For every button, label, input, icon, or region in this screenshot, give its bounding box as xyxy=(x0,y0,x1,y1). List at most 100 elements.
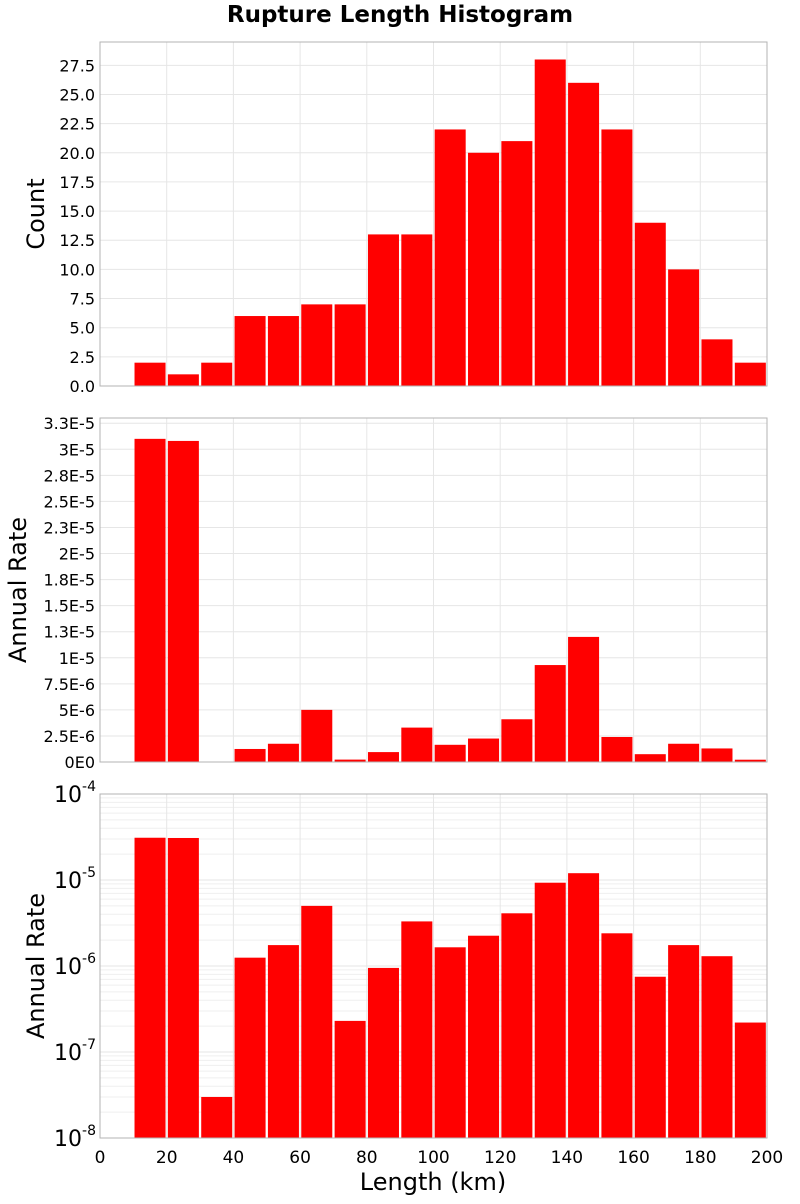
y-tick-label: 10-7 xyxy=(54,1037,96,1066)
y-tick-label: 12.5 xyxy=(59,231,95,250)
x-tick-label: 40 xyxy=(223,1148,245,1168)
histogram-bar xyxy=(435,745,466,762)
y-tick-label: 5.0 xyxy=(70,319,95,338)
histogram-bar xyxy=(368,968,399,1138)
x-tick-label: 80 xyxy=(356,1148,378,1168)
histogram-bar xyxy=(401,921,432,1138)
y-tick-label: 10-5 xyxy=(54,865,96,894)
x-tick-label: 0 xyxy=(95,1148,106,1168)
y-tick-label: 27.5 xyxy=(59,56,95,75)
y-tick-label: 2.5E-6 xyxy=(43,727,95,746)
histogram-bar xyxy=(735,363,766,386)
x-tick-label: 160 xyxy=(617,1148,649,1168)
histogram-bar xyxy=(268,744,299,762)
y-tick-label: 20.0 xyxy=(59,144,95,163)
histogram-bar xyxy=(335,304,366,386)
y-tick-label: 0E0 xyxy=(65,753,95,772)
x-tick-label: 180 xyxy=(684,1148,716,1168)
histogram-bar xyxy=(668,945,699,1138)
y-tick-label: 15.0 xyxy=(59,202,95,221)
histogram-bar xyxy=(368,752,399,762)
histogram-bar xyxy=(535,665,566,762)
y-tick-label: 1.5E-5 xyxy=(43,597,95,616)
y-tick-label: 10-8 xyxy=(54,1123,96,1152)
y-tick-label: 17.5 xyxy=(59,173,95,192)
histogram-bar xyxy=(268,316,299,386)
histogram-bar xyxy=(735,1023,766,1138)
count-panel: 0.02.55.07.510.012.515.017.520.022.525.0… xyxy=(22,42,767,396)
y-tick-label: 10-4 xyxy=(54,779,96,808)
x-tick-label: 200 xyxy=(751,1148,783,1168)
histogram-bar xyxy=(701,339,732,386)
histogram-bar xyxy=(468,153,499,386)
x-axis: 0 20 40 60 80 100 120 140 160 180 200 xyxy=(95,1148,784,1168)
histogram-bar xyxy=(435,947,466,1138)
x-tick-label: 140 xyxy=(551,1148,583,1168)
y-tick-label: 25.0 xyxy=(59,85,95,104)
histogram-bar xyxy=(568,873,599,1138)
histogram-bar xyxy=(301,710,332,762)
histogram-bar xyxy=(201,363,232,386)
x-tick-label: 60 xyxy=(289,1148,311,1168)
histogram-bar xyxy=(635,223,666,386)
y-tick-label: 2E-5 xyxy=(59,545,95,564)
histogram-bar xyxy=(535,883,566,1138)
histogram-bar xyxy=(235,958,266,1138)
y-tick-label: 3.3E-5 xyxy=(43,414,95,433)
histogram-bar xyxy=(301,906,332,1138)
histogram-bar xyxy=(635,977,666,1138)
chart-title: Rupture Length Histogram xyxy=(227,2,573,28)
histogram-bar xyxy=(435,129,466,386)
x-tick-label: 20 xyxy=(156,1148,178,1168)
histogram-bar xyxy=(501,141,532,386)
y-tick-label: 0.0 xyxy=(70,377,95,396)
annual-rate-linear-panel: 0E02.5E-65E-67.5E-61E-51.3E-51.5E-51.8E-… xyxy=(4,414,767,772)
histogram-bar xyxy=(568,637,599,762)
histogram-bar xyxy=(235,749,266,762)
histogram-bar xyxy=(268,945,299,1138)
y-tick-label: 10-6 xyxy=(54,951,96,980)
y-tick-label: 22.5 xyxy=(59,115,95,134)
histogram-bar xyxy=(601,737,632,762)
y-tick-label: 2.3E-5 xyxy=(43,518,95,537)
histogram-bar xyxy=(501,913,532,1138)
y-tick-label: 3E-5 xyxy=(59,440,95,459)
histogram-bar xyxy=(168,374,199,386)
histogram-bar xyxy=(668,744,699,762)
histogram-bar xyxy=(601,933,632,1138)
histogram-bar xyxy=(601,129,632,386)
histogram-bar xyxy=(535,59,566,386)
y-tick-label: 2.8E-5 xyxy=(43,466,95,485)
y-tick-label: 1E-5 xyxy=(59,649,95,668)
x-tick-label: 100 xyxy=(417,1148,449,1168)
histogram-bar xyxy=(568,83,599,386)
histogram-bar xyxy=(401,728,432,762)
histogram-bar xyxy=(368,234,399,386)
histogram-bar xyxy=(401,234,432,386)
histogram-bar xyxy=(468,936,499,1138)
y-tick-label: 5E-6 xyxy=(59,701,95,720)
y-tick-label: 7.5 xyxy=(70,290,95,309)
y-axis-label: Annual Rate xyxy=(22,893,50,1039)
histogram-bar xyxy=(501,719,532,762)
y-tick-label: 2.5 xyxy=(70,348,95,367)
histogram-bar xyxy=(335,1021,366,1138)
histogram-bar xyxy=(468,739,499,762)
histogram-bar xyxy=(135,439,166,762)
y-axis-label: Annual Rate xyxy=(4,517,32,663)
y-axis-label: Count xyxy=(22,178,50,249)
annual-rate-log-panel: 10-8 10-7 10-6 10-5 10-4 Annual Rate xyxy=(22,779,767,1152)
y-tick-label: 1.3E-5 xyxy=(43,623,95,642)
histogram-bar xyxy=(168,838,199,1138)
histogram-bar xyxy=(635,754,666,762)
histogram-bar xyxy=(301,304,332,386)
histogram-bar xyxy=(701,956,732,1138)
histogram-bar xyxy=(135,363,166,386)
x-tick-label: 120 xyxy=(484,1148,516,1168)
y-tick-label: 1.8E-5 xyxy=(43,571,95,590)
histogram-bar xyxy=(168,441,199,762)
histogram-bar xyxy=(668,269,699,386)
x-axis-label: Length (km) xyxy=(360,1168,506,1196)
